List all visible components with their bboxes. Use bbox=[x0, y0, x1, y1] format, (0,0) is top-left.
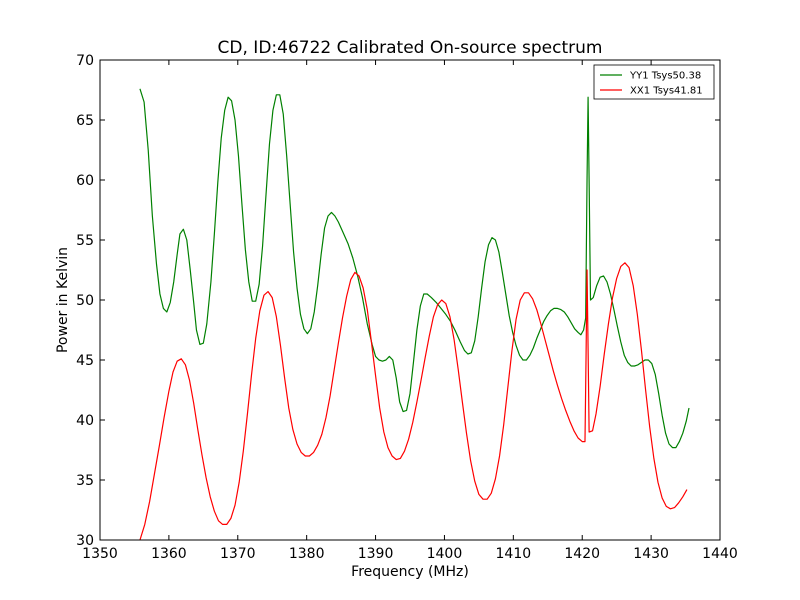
legend: YY1 Tsys50.38 XX1 Tsys41.81 bbox=[593, 64, 715, 100]
x-tick-label: 1350 bbox=[82, 546, 118, 562]
x-tick-label: 1370 bbox=[220, 546, 256, 562]
y-tick-label: 60 bbox=[76, 173, 94, 189]
x-tick-label: 1400 bbox=[427, 546, 463, 562]
x-tick-label: 1390 bbox=[358, 546, 394, 562]
ticks-layer: 1350 1360 1370 1380 1390 1400 1410 1420 1430 1440… bbox=[76, 53, 738, 562]
x-tick-label: 1410 bbox=[496, 546, 532, 562]
legend-label: XX1 Tsys41.81 bbox=[630, 86, 703, 97]
y-tick-label: 40 bbox=[76, 413, 94, 429]
x-tick-label: 1430 bbox=[633, 546, 669, 562]
y-tick-label: 45 bbox=[76, 353, 94, 369]
y-tick-label: 55 bbox=[76, 233, 94, 249]
legend-box bbox=[593, 64, 715, 100]
y-axis-label: Power in Kelvin bbox=[55, 247, 71, 353]
x-tick-label: 1380 bbox=[289, 546, 325, 562]
x-axis-label: Frequency (MHz) bbox=[351, 564, 469, 580]
legend-label: YY1 Tsys50.38 bbox=[629, 71, 701, 82]
series-line-yy1 bbox=[139, 88, 690, 449]
series-line-xx1 bbox=[139, 262, 688, 540]
x-tick-label: 1360 bbox=[151, 546, 187, 562]
y-tick-label: 65 bbox=[76, 113, 94, 129]
y-tick-label: 30 bbox=[76, 533, 94, 549]
series-layer bbox=[139, 88, 690, 540]
plot-area: 1350 1360 1370 1380 1390 1400 1410 1420 1430 1440… bbox=[76, 53, 738, 562]
x-tick-label: 1420 bbox=[564, 546, 600, 562]
chart-title: CD, ID:46722 Calibrated On-source spectr… bbox=[218, 38, 603, 58]
y-tick-label: 70 bbox=[76, 53, 94, 69]
x-tick-label: 1440 bbox=[702, 546, 738, 562]
y-tick-label: 50 bbox=[76, 293, 94, 309]
y-tick-label: 35 bbox=[76, 473, 94, 489]
